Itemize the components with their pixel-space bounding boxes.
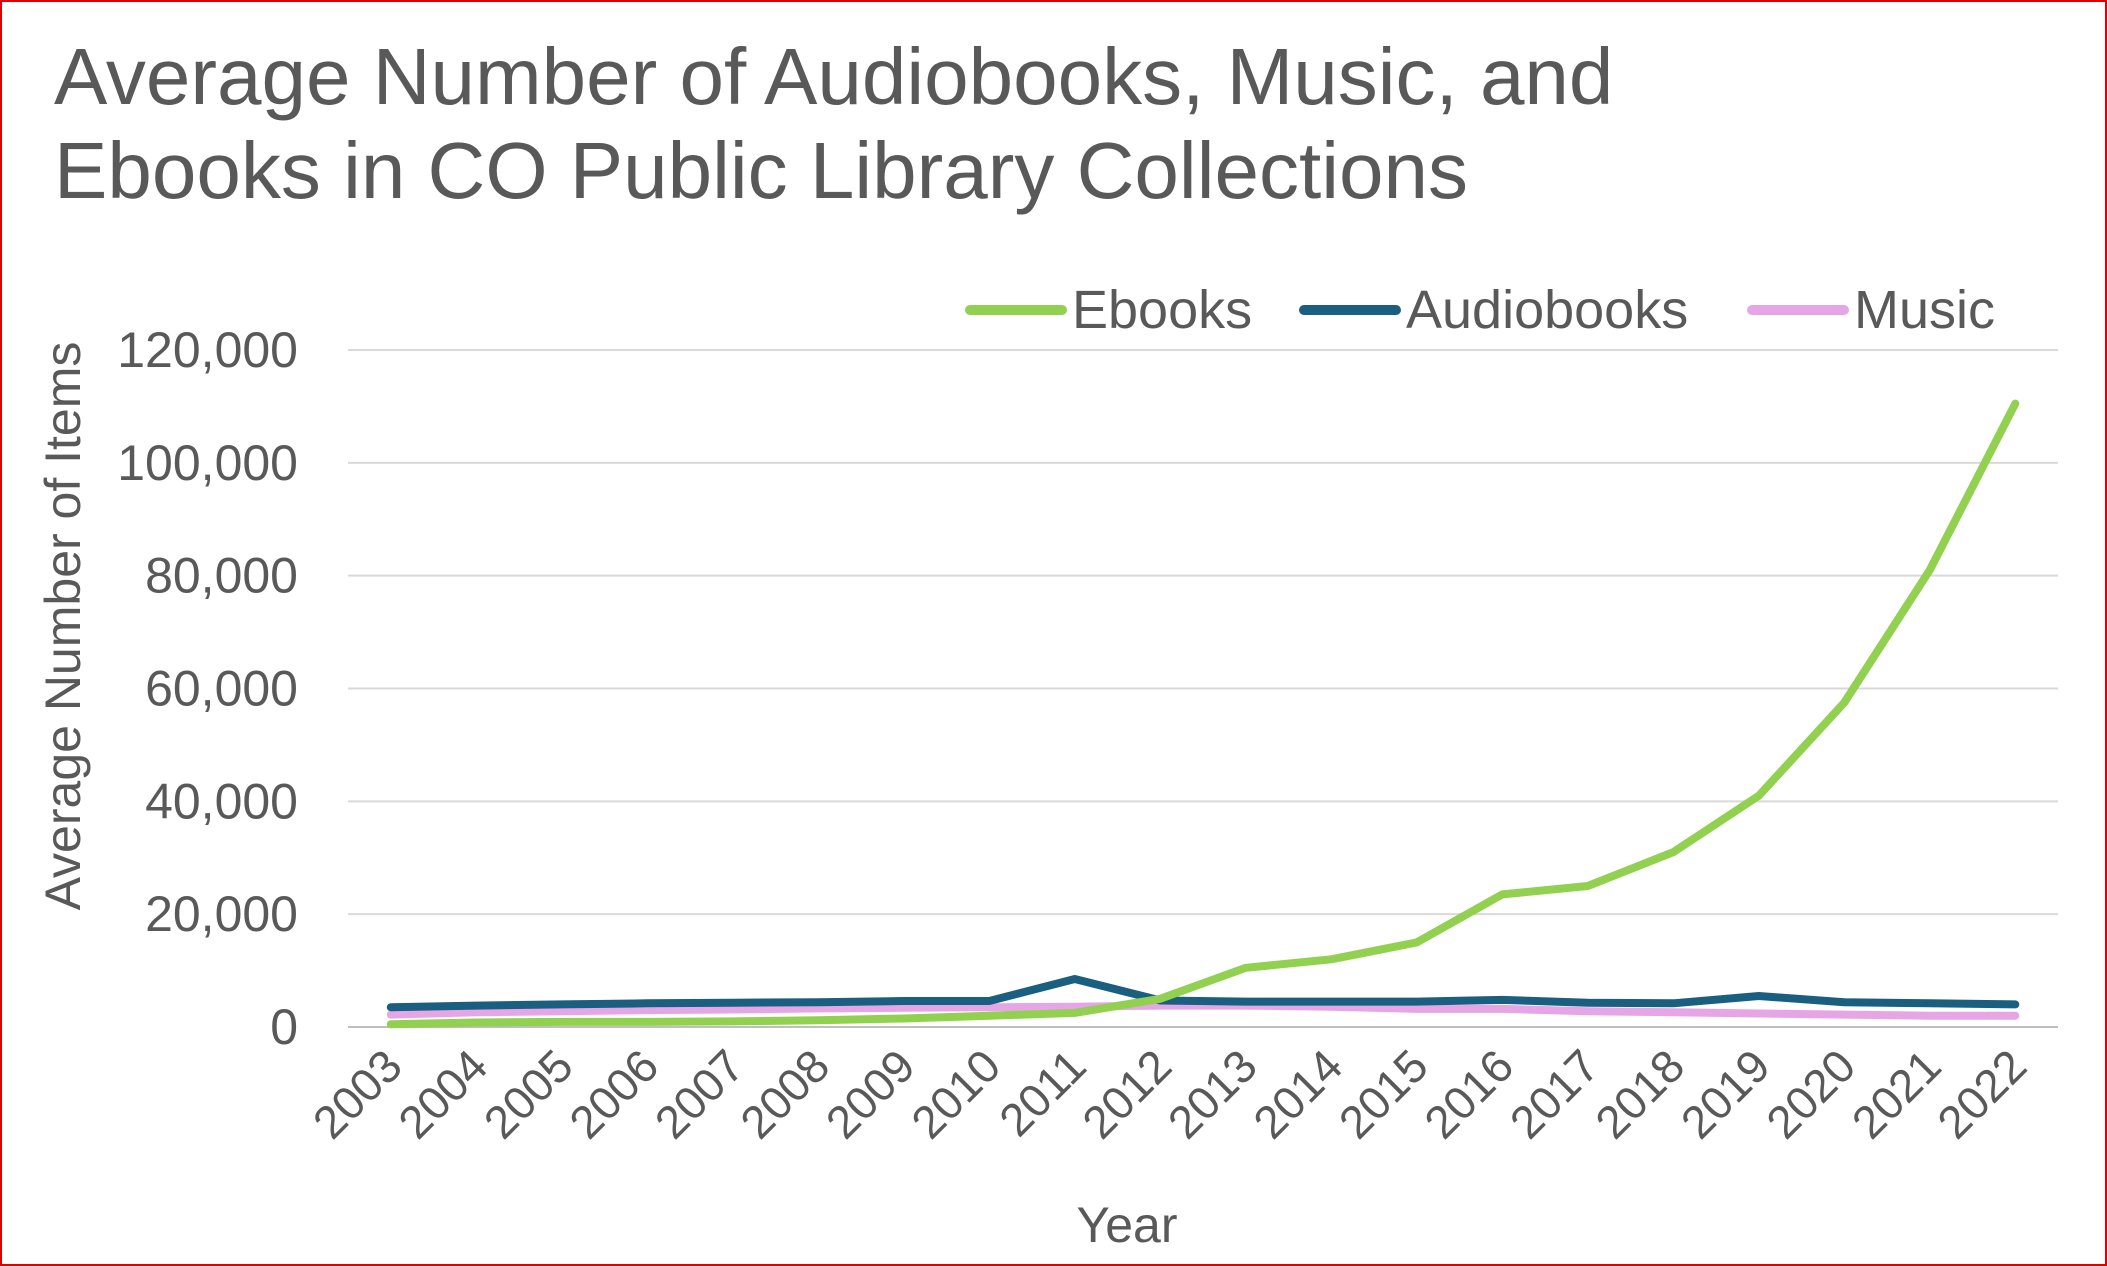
data-point-audiobooks [815, 999, 822, 1006]
data-point-audiobooks [986, 998, 993, 1005]
data-point-music [387, 1011, 394, 1018]
x-tick-label: 2010 [901, 1039, 1010, 1148]
data-point-ebooks [1242, 964, 1249, 971]
data-point-music [2012, 1012, 2019, 1019]
x-tick-label: 2012 [1072, 1039, 1181, 1148]
legend-label-music: Music [1854, 280, 1995, 340]
data-point-audiobooks [473, 1002, 480, 1009]
x-tick-label: 2004 [388, 1039, 497, 1148]
x-tick-label: 2022 [1927, 1039, 2036, 1148]
x-tick-label: 2020 [1756, 1039, 1865, 1148]
legend-label-ebooks: Ebooks [1072, 280, 1252, 340]
y-tick-label: 60,000 [145, 661, 298, 717]
series-line-ebooks [386, 399, 2020, 1029]
data-point-music [473, 1009, 480, 1016]
x-tick-label: 2007 [645, 1039, 754, 1148]
data-point-audiobooks [900, 998, 907, 1005]
data-point-ebooks [1413, 939, 1420, 946]
data-point-ebooks [1584, 882, 1591, 889]
y-axis-title: Average Number of Items [35, 342, 91, 911]
data-point-audiobooks [1926, 1000, 1933, 1007]
data-point-audiobooks [1755, 992, 1762, 999]
data-point-audiobooks [1071, 976, 1078, 983]
data-point-ebooks [644, 1018, 651, 1025]
y-tick-label: 40,000 [145, 773, 298, 829]
data-point-audiobooks [1242, 998, 1249, 1005]
x-tick-label: 2003 [303, 1039, 412, 1148]
data-point-audiobooks [644, 1000, 651, 1007]
data-point-ebooks [1926, 567, 1933, 574]
data-point-ebooks [387, 1021, 394, 1028]
data-point-music [1071, 1003, 1078, 1010]
legend-label-audiobooks: Audiobooks [1406, 280, 1688, 340]
x-tick-label: 2018 [1585, 1039, 1694, 1148]
data-point-audiobooks [387, 1004, 394, 1011]
data-point-music [558, 1008, 565, 1015]
data-point-ebooks [558, 1018, 565, 1025]
data-point-music [1670, 1009, 1677, 1016]
chart-title: Average Number of Audiobooks, Music, and… [54, 32, 1614, 215]
data-point-ebooks [1670, 849, 1677, 856]
data-point-music [729, 1006, 736, 1013]
series-line-audiobooks [386, 975, 2020, 1012]
data-point-audiobooks [1499, 996, 1506, 1003]
y-tick-label: 100,000 [117, 435, 298, 491]
data-point-ebooks [1841, 699, 1848, 706]
data-point-music [900, 1004, 907, 1011]
x-tick-label: 2013 [1158, 1039, 1267, 1148]
y-tick-label: 0 [270, 999, 298, 1055]
x-tick-label: 2021 [1842, 1039, 1951, 1148]
data-point-ebooks [1499, 891, 1506, 898]
data-point-music [1413, 1005, 1420, 1012]
data-point-ebooks [473, 1019, 480, 1026]
x-tick-label: 2011 [989, 1039, 1096, 1146]
data-point-ebooks [1157, 995, 1164, 1002]
data-point-ebooks [1071, 1009, 1078, 1016]
x-tick-label: 2014 [1243, 1039, 1352, 1148]
series-line-music [386, 1001, 2020, 1020]
x-tick-label: 2019 [1671, 1039, 1780, 1148]
data-point-ebooks [1755, 792, 1762, 799]
x-axis-title: Year [1076, 1197, 1177, 1253]
data-point-music [1926, 1012, 1933, 1019]
data-point-ebooks [815, 1017, 822, 1024]
x-tick-label: 2009 [816, 1039, 925, 1148]
y-tick-label: 120,000 [117, 322, 298, 378]
data-point-ebooks [729, 1018, 736, 1025]
data-point-music [1499, 1005, 1506, 1012]
data-point-music [1755, 1010, 1762, 1017]
data-point-music [815, 1005, 822, 1012]
data-point-music [1584, 1008, 1591, 1015]
data-point-ebooks [900, 1015, 907, 1022]
data-point-audiobooks [1328, 998, 1335, 1005]
data-point-audiobooks [1584, 999, 1591, 1006]
data-point-music [986, 1004, 993, 1011]
x-tick-label: 2016 [1414, 1039, 1523, 1148]
data-point-ebooks [2012, 400, 2019, 407]
data-point-ebooks [1328, 956, 1335, 963]
x-tick-label: 2017 [1500, 1039, 1609, 1148]
data-point-audiobooks [2012, 1001, 2019, 1008]
data-point-audiobooks [729, 999, 736, 1006]
y-tick-label: 20,000 [145, 886, 298, 942]
data-point-music [1841, 1011, 1848, 1018]
x-tick-label: 2005 [474, 1039, 583, 1148]
x-tick-label: 2015 [1329, 1039, 1438, 1148]
y-tick-label: 80,000 [145, 548, 298, 604]
data-point-audiobooks [1670, 1000, 1677, 1007]
x-tick-label: 2008 [730, 1039, 839, 1148]
data-point-music [644, 1007, 651, 1014]
x-tick-label: 2006 [559, 1039, 668, 1148]
data-point-audiobooks [1413, 998, 1420, 1005]
data-point-ebooks [986, 1012, 993, 1019]
data-point-audiobooks [558, 1001, 565, 1008]
data-point-audiobooks [1841, 999, 1848, 1006]
